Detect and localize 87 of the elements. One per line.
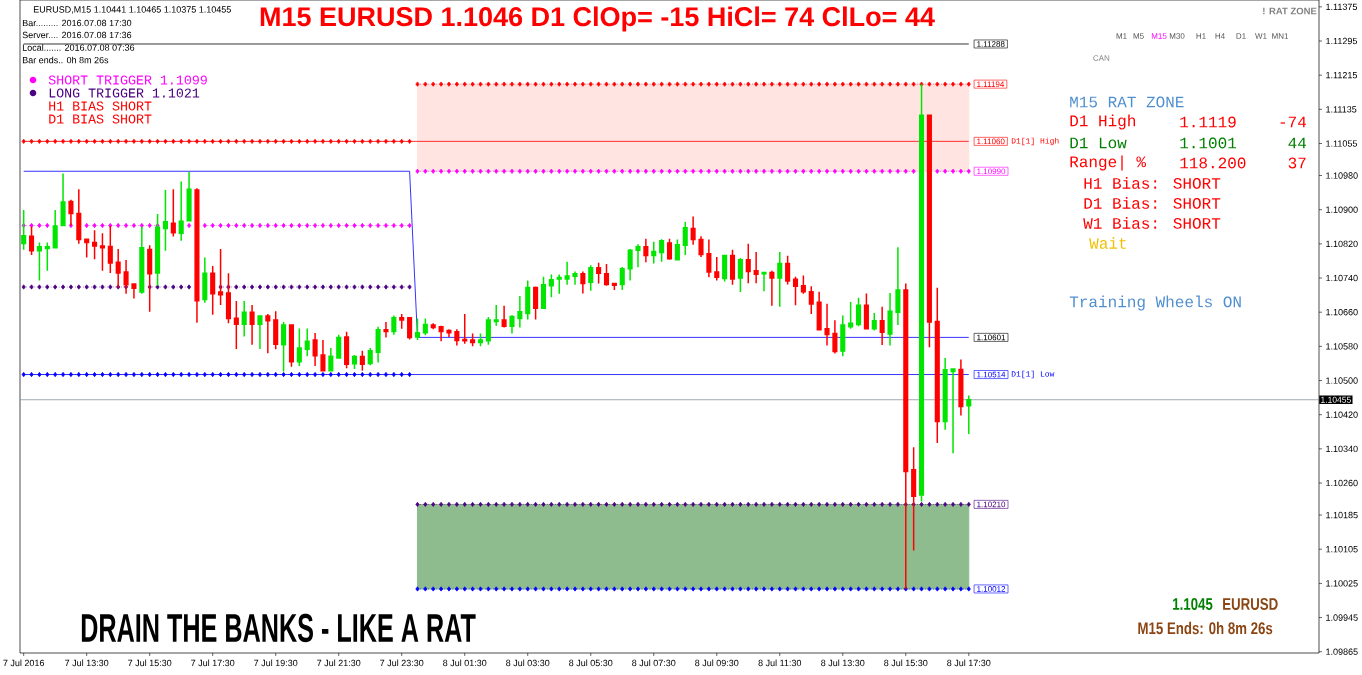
annotation: W1 Bias: SHORT xyxy=(1083,217,1221,229)
y-tick-label: 1.10580 xyxy=(1326,343,1358,350)
annotation: Training Wheels ON xyxy=(1069,295,1241,311)
annotation: H1 xyxy=(1196,33,1206,39)
y-tick-label: 1.10025 xyxy=(1326,580,1358,587)
y-tick-label: 1.11295 xyxy=(1326,37,1358,45)
annotation: 1.10601 xyxy=(977,334,1006,341)
y-tick-label: 1.11055 xyxy=(1326,140,1358,147)
x-tick-label: 7 Jul 15:30 xyxy=(128,659,172,667)
annotation: D1 High xyxy=(1070,114,1135,130)
annotation: Range| % xyxy=(1070,155,1147,171)
y-tick-label: 1.10340 xyxy=(1326,445,1358,453)
annotation: D1[1] Low xyxy=(1011,370,1055,379)
annotation: 1.1001 xyxy=(1180,137,1237,149)
chart-title: M15 EURUSD 1.1046 D1 ClOp= -15 HiCl= 74 ClLo= 44 xyxy=(260,6,935,32)
annotation: Server.... 2016.07.08 17:36 xyxy=(22,31,132,39)
annotation: D1 Low xyxy=(1070,137,1127,149)
annotation: M1 xyxy=(1116,33,1127,39)
annotation: M15 xyxy=(1151,33,1167,39)
annotation: H1 Bias: SHORT xyxy=(1084,177,1221,189)
annotation: M15 RAT ZONE xyxy=(1070,96,1184,108)
y-tick-label: 1.10980 xyxy=(1326,172,1358,179)
y-tick-label: 1.10660 xyxy=(1326,309,1358,316)
y-tick-label: 1.10740 xyxy=(1326,274,1358,282)
annotation: D1[1] High xyxy=(1011,137,1059,146)
x-tick-label: 7 Jul 23:30 xyxy=(380,659,424,667)
annotation: -74 xyxy=(1280,116,1306,128)
y-tick-label: 1.11375 xyxy=(1326,3,1358,11)
ref-line-label: 1.10455 xyxy=(1321,396,1351,403)
x-tick-label: 7 Jul 2016 xyxy=(3,659,45,667)
annotation: 1.1119 xyxy=(1180,116,1236,128)
x-tick-label: 8 Jul 05:30 xyxy=(569,659,613,667)
x-tick-label: 8 Jul 11:30 xyxy=(758,659,802,667)
annotation: Local....... 2016.07.08 07:36 xyxy=(22,44,135,51)
annotation: 37 xyxy=(1288,157,1306,169)
annotation: D1 BIAS SHORT xyxy=(49,114,152,124)
annotation: 1.10210 xyxy=(977,501,1006,508)
x-tick-label: 7 Jul 19:30 xyxy=(254,659,298,667)
x-tick-label: 8 Jul 13:30 xyxy=(821,659,865,667)
annotation: D1 xyxy=(1236,33,1246,39)
annotation: 44 xyxy=(1288,137,1306,149)
x-tick-label: 7 Jul 17:30 xyxy=(191,659,235,667)
y-tick-label: 1.10900 xyxy=(1326,206,1358,213)
annotation: 1.11060 xyxy=(977,138,1005,145)
annotation: 1.10514 xyxy=(977,371,1006,378)
annotation: H4 xyxy=(1215,33,1225,39)
annotation: MN1 xyxy=(1272,33,1289,39)
annotation: W1 xyxy=(1255,33,1267,39)
annotation: M5 xyxy=(1133,33,1144,39)
x-tick-label: 8 Jul 09:30 xyxy=(695,659,739,667)
annotation: M15 Ends: 0h 8m 26s xyxy=(1138,621,1273,635)
y-tick-label: 1.10500 xyxy=(1326,377,1358,384)
annotation: 1.10990 xyxy=(977,168,1006,175)
y-tick-label: 1.11215 xyxy=(1326,71,1358,79)
annotation: EURUSD,M15 1.10441 1.10465 1.10375 1.10455 xyxy=(33,6,231,14)
y-tick-label: 1.10820 xyxy=(1326,240,1358,248)
y-tick-label: 1.09945 xyxy=(1326,614,1358,621)
annotation: M30 xyxy=(1169,33,1185,39)
x-tick-label: 7 Jul 13:30 xyxy=(65,659,109,667)
annotation: H1 BIAS SHORT xyxy=(49,101,152,111)
annotation: EURUSD xyxy=(1223,597,1278,611)
annotation: 1.10012 xyxy=(977,586,1006,592)
x-tick-label: 7 Jul 21:30 xyxy=(317,659,361,667)
x-tick-label: 8 Jul 07:30 xyxy=(632,659,676,667)
legend-label: SHORT TRIGGER 1.1099 xyxy=(48,75,207,85)
annotation: Bar......... 2016.07.08 17:30 xyxy=(22,19,132,27)
annotation: ! RAT ZONE xyxy=(1263,7,1317,15)
x-tick-label: 8 Jul 01:30 xyxy=(443,659,487,667)
annotation: 1.11288 xyxy=(977,41,1005,47)
legend-label: LONG TRIGGER 1.1021 xyxy=(49,88,200,98)
annotation: D1 Bias: SHORT xyxy=(1084,197,1221,209)
annotation: CAN xyxy=(1093,55,1110,61)
y-tick-label: 1.09865 xyxy=(1326,648,1358,655)
annotation: 1.1045 xyxy=(1173,597,1213,611)
y-tick-label: 1.10185 xyxy=(1326,511,1358,519)
x-tick-label: 8 Jul 03:30 xyxy=(506,659,550,667)
y-tick-label: 1.10105 xyxy=(1326,546,1358,553)
x-tick-label: 8 Jul 15:30 xyxy=(884,659,928,667)
annotation: 118.200 xyxy=(1180,157,1246,169)
y-tick-label: 1.11135 xyxy=(1326,106,1357,113)
annotation: Bar ends.. 0h 8m 26s xyxy=(22,56,109,64)
annotation: Wait xyxy=(1089,237,1126,249)
y-tick-label: 1.10260 xyxy=(1326,479,1358,487)
y-tick-label: 1.10420 xyxy=(1326,411,1358,418)
annotation: 1.11194 xyxy=(977,81,1005,87)
annotation: DRAIN THE BANKS - LIKE A RAT xyxy=(81,613,476,643)
x-tick-label: 8 Jul 17:30 xyxy=(947,659,991,667)
